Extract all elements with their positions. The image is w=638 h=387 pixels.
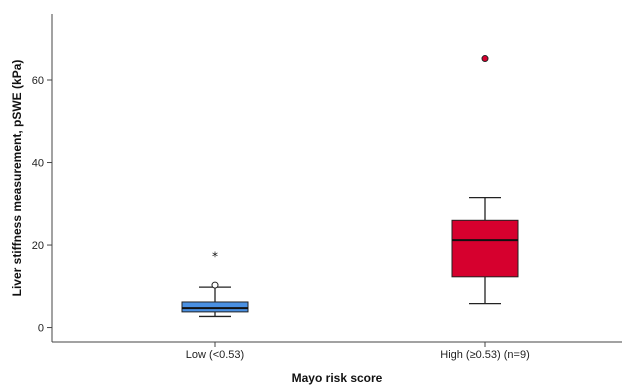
y-tick-label: 60 — [32, 75, 44, 87]
plot-area: 0 20 40 60 Low (<0.53) High (≥0.53) (n=9) * — [32, 14, 622, 361]
box-series: * — [181, 55, 519, 318]
iqr-box — [181, 301, 249, 313]
y-axis-title: Liver stiffness measurement, pSWE (kPa) — [10, 60, 24, 297]
x-tick-label: Low (<0.53) — [186, 349, 244, 361]
y-tick-label: 20 — [32, 240, 44, 252]
y-tick-label: 0 — [38, 323, 44, 335]
outlier-point — [211, 281, 219, 289]
y-axis-ticks: 0 20 40 60 — [32, 75, 52, 335]
iqr-box — [451, 219, 519, 278]
box-group — [451, 55, 519, 305]
outlier-point — [481, 55, 489, 63]
x-axis-ticks: Low (<0.53) High (≥0.53) (n=9) — [186, 342, 530, 361]
y-tick-label: 40 — [32, 158, 44, 170]
extreme-outlier-star: * — [212, 249, 218, 263]
x-tick-label: High (≥0.53) (n=9) — [440, 349, 530, 361]
box-group: * — [181, 249, 249, 318]
x-axis-title: Mayo risk score — [292, 371, 383, 385]
